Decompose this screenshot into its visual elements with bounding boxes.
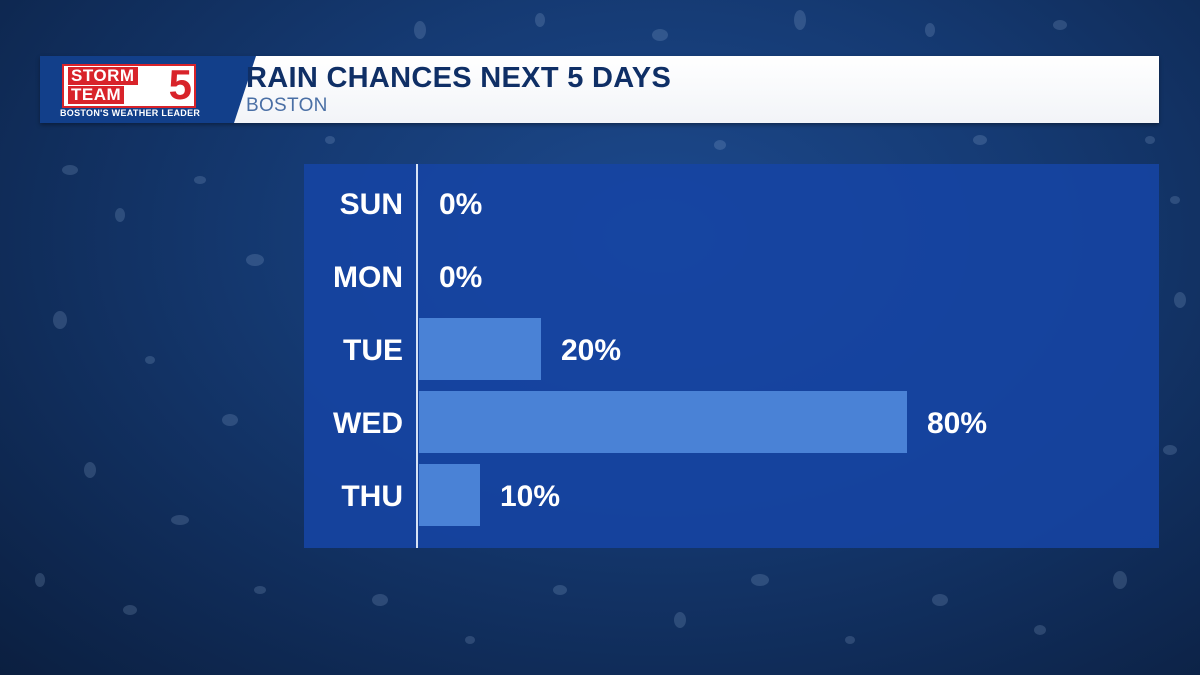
- bar-tue: [419, 318, 541, 380]
- category-label-tue: TUE: [343, 334, 403, 367]
- value-label-tue: 20%: [561, 334, 621, 367]
- category-label-mon: MON: [333, 261, 403, 294]
- logo-storm-text: STORM: [68, 67, 138, 85]
- category-label-sun: SUN: [340, 188, 403, 221]
- bar-thu: [419, 464, 480, 526]
- title-header-bar: STORM TEAM 5 BOSTON'S WEATHER LEADER RAI…: [40, 56, 1159, 123]
- bar-wed: [419, 391, 907, 453]
- chart-panel: SUN 0% MON 0% TUE 20% WED 80% THU 10%: [304, 164, 1159, 548]
- logo-slant-divider: [234, 56, 256, 123]
- value-label-thu: 10%: [500, 480, 560, 513]
- value-label-mon: 0%: [439, 261, 482, 294]
- rain-chance-bar-chart: SUN 0% MON 0% TUE 20% WED 80% THU 10%: [333, 164, 987, 548]
- category-label-thu: THU: [341, 480, 403, 513]
- value-label-sun: 0%: [439, 188, 482, 221]
- logo-team-text: TEAM: [68, 86, 125, 104]
- logo-badge: STORM TEAM 5: [62, 61, 196, 108]
- page-subtitle: BOSTON: [246, 95, 328, 116]
- page-title: RAIN CHANCES NEXT 5 DAYS: [246, 62, 672, 94]
- storm-team-5-logo: STORM TEAM 5 BOSTON'S WEATHER LEADER: [40, 56, 234, 123]
- category-label-wed: WED: [333, 407, 403, 440]
- logo-tagline: BOSTON'S WEATHER LEADER: [60, 108, 201, 118]
- logo-number: 5: [168, 61, 192, 108]
- value-label-wed: 80%: [927, 407, 987, 440]
